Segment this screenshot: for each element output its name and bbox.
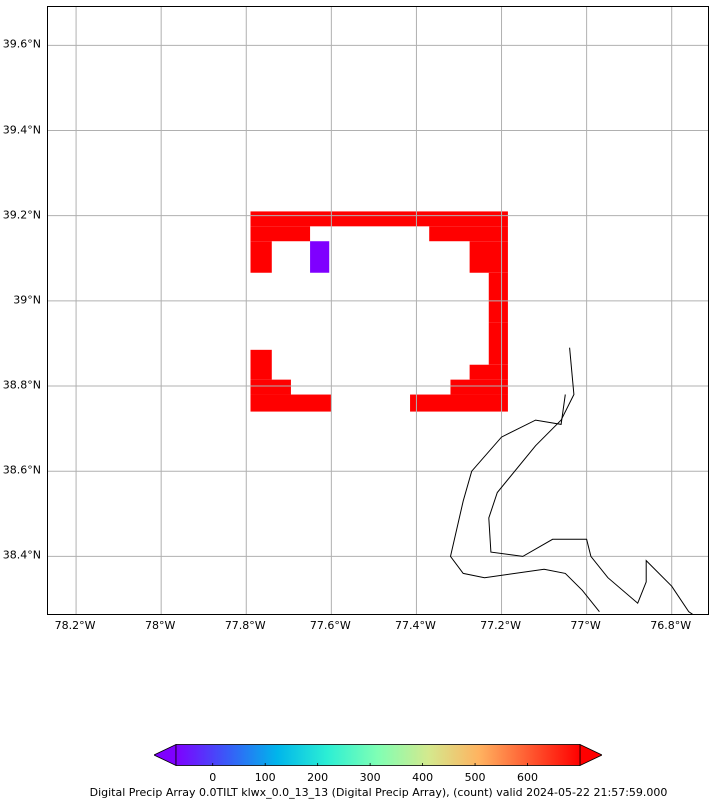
radar-cell <box>250 226 311 242</box>
longitude-tick-label: 77.2°W <box>480 619 521 632</box>
colorbar-tick-label: 600 <box>517 771 539 784</box>
radar-cell <box>469 241 508 273</box>
radar-cell <box>410 394 508 412</box>
map-panel <box>47 6 709 615</box>
latitude-tick-label: 38.6°N <box>2 463 41 477</box>
radar-cell <box>488 322 508 365</box>
colorbar <box>154 744 602 766</box>
longitude-tick-label: 78°W <box>144 619 176 632</box>
colorbar-tick-label: 300 <box>359 771 381 784</box>
coastline <box>488 347 694 614</box>
radar-cell <box>469 364 508 380</box>
colorbar-tick-label: 400 <box>412 771 434 784</box>
colorbar-body <box>175 744 581 766</box>
colorbar-tick-label: 100 <box>254 771 276 784</box>
latitude-tick-label: 38.8°N <box>2 378 41 392</box>
radar-cell <box>250 241 272 273</box>
longitude-tick-label: 77°W <box>570 619 601 632</box>
longitude-tick-label: 77.4°W <box>395 619 436 632</box>
radar-cell <box>250 379 291 395</box>
coastline <box>449 394 600 613</box>
radar-cell-low <box>310 241 330 273</box>
radar-cell <box>250 394 332 412</box>
colorbar-tick-label: 0 <box>209 771 217 784</box>
radar-cell <box>450 379 508 395</box>
colorbar-extend-high <box>579 744 602 766</box>
colorbar-extend-low <box>154 744 177 766</box>
longitude-tick-label: 76.8°W <box>650 619 692 632</box>
colorbar-tick-label: 200 <box>307 771 329 784</box>
longitude-tick-label: 78.2°W <box>54 619 96 632</box>
latitude-tick-label: 38.4°N <box>2 548 41 562</box>
radar-cell <box>250 349 272 380</box>
longitude-tick-label: 77.6°W <box>309 619 351 632</box>
longitude-tick-label: 77.8°W <box>224 619 266 632</box>
latitude-tick-label: 39.6°N <box>2 37 41 51</box>
colorbar-gradient <box>154 744 602 766</box>
radar-cell <box>488 272 508 323</box>
latitude-tick-label: 39.4°N <box>2 123 41 136</box>
map-canvas <box>48 7 708 614</box>
radar-cell <box>429 226 508 242</box>
radar-cell <box>250 211 508 227</box>
latitude-tick-label: 39.2°N <box>2 208 41 222</box>
radar-cell <box>250 226 252 242</box>
latitude-tick-label: 39°N <box>13 293 41 307</box>
colorbar-caption: Digital Precip Array 0.0TILT klwx_0.0_13… <box>89 786 668 799</box>
colorbar-tick-label: 500 <box>464 771 486 784</box>
